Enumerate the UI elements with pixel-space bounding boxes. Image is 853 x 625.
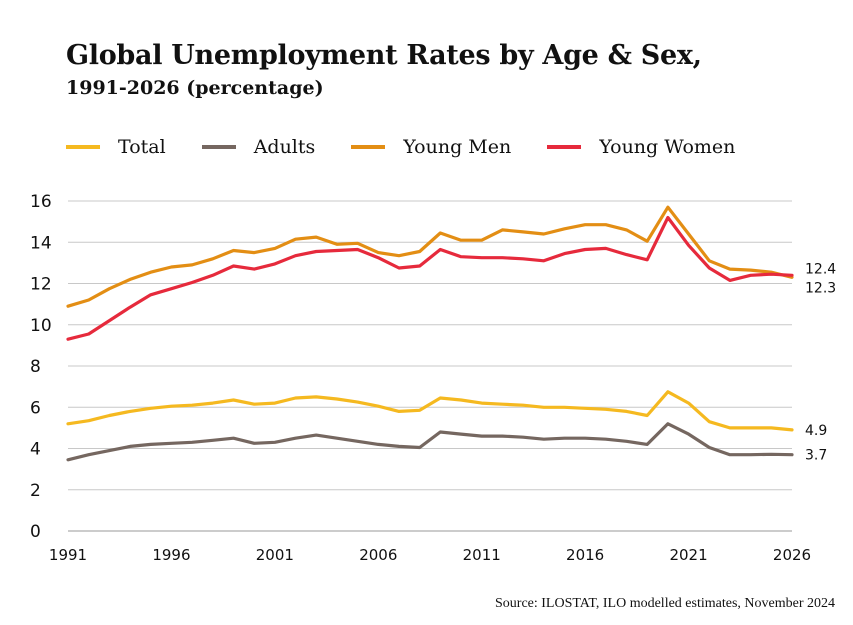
y-tick-label: 2 — [30, 481, 41, 501]
x-tick-label: 2026 — [773, 546, 811, 564]
end-label-total: 4.9 — [805, 423, 827, 439]
y-tick-label: 0 — [30, 522, 41, 542]
end-label-young-women: 12.4 — [805, 261, 836, 277]
y-tick-label: 12 — [30, 275, 52, 295]
legend-item-young-men: Young Men — [351, 136, 511, 158]
series-line-adults — [66, 422, 794, 462]
legend-swatch-young-men — [351, 145, 386, 149]
legend-label-young-men: Young Men — [403, 136, 512, 158]
series-line-young-men — [66, 205, 794, 308]
y-tick-label: 8 — [30, 357, 41, 377]
y-tick-label: 16 — [30, 192, 52, 212]
x-tick-label: 1996 — [152, 546, 190, 564]
legend-swatch-adults — [201, 145, 236, 149]
x-tick-label: 2001 — [256, 546, 294, 564]
legend-item-young-women: Young Women — [547, 136, 735, 158]
y-tick-label: 6 — [30, 398, 41, 418]
end-label-adults: 3.7 — [805, 448, 827, 464]
legend-item-adults: Adults — [201, 136, 316, 158]
x-tick-label: 2016 — [566, 546, 604, 564]
chart-title: Global Unemployment Rates by Age & Sex, — [66, 40, 702, 71]
chart-subtitle: 1991-2026 (percentage) — [66, 77, 324, 99]
legend-item-total: Total — [66, 136, 166, 158]
series-line-total — [66, 390, 794, 432]
series-line-young-women — [66, 215, 794, 341]
y-tick-label: 10 — [30, 316, 52, 336]
x-tick-label: 2021 — [669, 546, 707, 564]
end-label-young-men: 12.3 — [805, 280, 836, 296]
legend-swatch-young-women — [547, 145, 582, 149]
legend-label-adults: Adults — [253, 136, 316, 158]
legend-label-young-women: Young Women — [599, 136, 736, 158]
x-tick-label: 1991 — [49, 546, 87, 564]
legend-label-total: Total — [118, 136, 166, 158]
y-tick-label: 14 — [30, 233, 52, 253]
source-note: Source: ILOSTAT, ILO modelled estimates,… — [495, 596, 835, 611]
x-tick-label: 2006 — [359, 546, 397, 564]
legend-swatch-total — [66, 145, 100, 149]
y-tick-label: 4 — [30, 440, 41, 460]
legend: Total Adults Young Men Young Women — [66, 136, 771, 158]
x-tick-label: 2011 — [463, 546, 501, 564]
